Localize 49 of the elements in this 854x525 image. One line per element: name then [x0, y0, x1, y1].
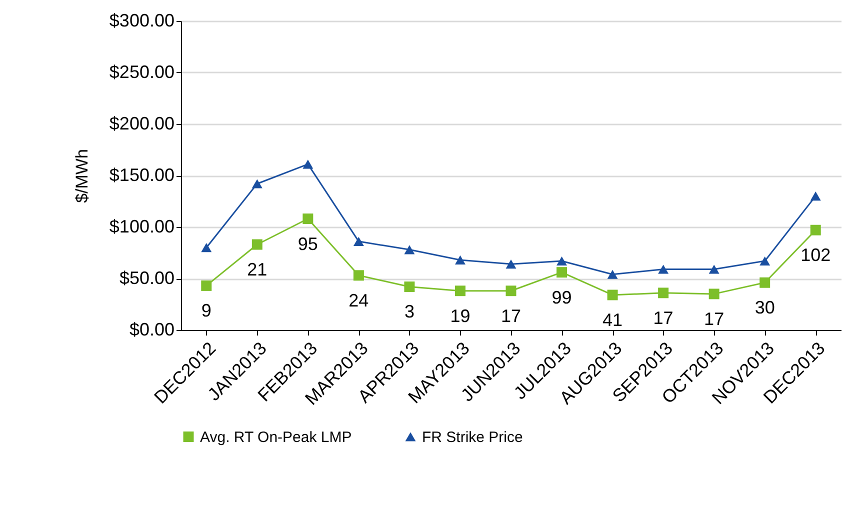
- annotation: 17: [500, 306, 522, 326]
- legend-label: FR Strike Price: [422, 428, 523, 446]
- point: [760, 277, 770, 288]
- point: [454, 255, 466, 264]
- legend-label: Avg. RT On-Peak LMP: [200, 428, 352, 446]
- point: [201, 243, 212, 252]
- point: [302, 214, 314, 224]
- annotation: 99: [552, 287, 572, 308]
- point: [252, 239, 262, 250]
- y-tick-label: $100.00: [109, 216, 174, 236]
- annotation: 21: [247, 260, 268, 280]
- point: [404, 281, 415, 292]
- point: [810, 192, 821, 201]
- y-tick-label: $150.00: [109, 165, 174, 185]
- y-tick-label: $250.00: [109, 62, 174, 82]
- annotation: 3: [404, 302, 414, 322]
- point: [810, 224, 821, 236]
- point: [404, 245, 415, 254]
- point: [556, 267, 568, 278]
- annotation: 41: [602, 310, 623, 330]
- annotation: 9: [201, 300, 212, 321]
- annotation: 17: [653, 308, 674, 328]
- point: [506, 286, 516, 296]
- y-tick-label: $50.00: [119, 268, 174, 288]
- y-tick-label: $200.00: [109, 114, 174, 134]
- point: [353, 236, 364, 246]
- annotation: 17: [704, 308, 724, 329]
- point: [252, 179, 262, 188]
- annotation: 30: [754, 298, 775, 318]
- annotation: 24: [348, 290, 369, 310]
- point: [302, 160, 314, 169]
- y-tick-label: $300.00: [109, 10, 174, 30]
- point: [556, 256, 568, 266]
- point: [607, 270, 618, 279]
- point: [658, 264, 669, 274]
- point: [708, 288, 720, 300]
- y-axis-title: $/MWh: [72, 149, 92, 203]
- point: [607, 290, 618, 300]
- point: [658, 288, 669, 298]
- annotation: 102: [800, 245, 831, 266]
- point: [760, 256, 770, 266]
- point: [201, 280, 212, 291]
- y-tick-label: $0.00: [129, 320, 174, 340]
- point: [353, 270, 364, 281]
- point: [708, 264, 720, 274]
- annotation: 95: [298, 234, 318, 254]
- point: [506, 260, 516, 269]
- annotation: 19: [450, 306, 470, 326]
- point: [454, 286, 466, 296]
